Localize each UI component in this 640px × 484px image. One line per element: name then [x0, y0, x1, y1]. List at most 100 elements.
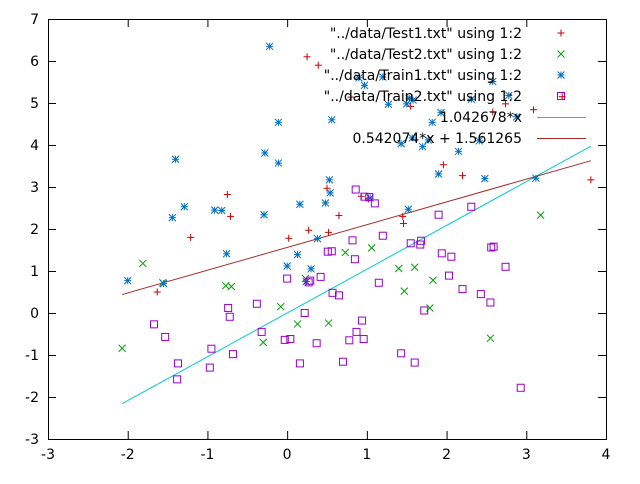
point-series-2	[283, 262, 291, 270]
point-series-2	[454, 147, 463, 156]
point-series-2	[424, 136, 433, 144]
point-series-1	[367, 244, 376, 252]
legend-label-0: "../data/Test1.txt" using 1:2	[330, 26, 522, 42]
point-series-3	[316, 272, 325, 281]
point-series-3	[161, 332, 170, 341]
point-series-0	[305, 226, 313, 234]
point-series-2	[168, 213, 177, 222]
point-series-2	[274, 159, 283, 167]
point-series-0	[223, 191, 231, 199]
point-series-3	[501, 262, 510, 271]
point-series-0	[439, 161, 447, 169]
y-tick-label: 5	[30, 96, 39, 112]
point-series-1	[536, 211, 545, 219]
point-series-0	[323, 184, 331, 192]
point-series-2	[326, 189, 335, 197]
point-series-3	[360, 192, 369, 201]
point-series-3	[334, 291, 343, 300]
point-series-3	[228, 350, 237, 359]
point-series-3	[444, 271, 453, 280]
y-tick-label: 6	[30, 54, 39, 70]
point-series-3	[252, 299, 261, 308]
point-series-1	[139, 259, 147, 268]
y-tick-label: 2	[30, 222, 39, 238]
point-series-3	[359, 335, 368, 344]
point-series-2	[293, 250, 302, 259]
point-series-3	[173, 375, 182, 384]
point-series-2	[467, 95, 476, 104]
point-series-3	[150, 320, 159, 329]
point-series-3	[304, 278, 313, 287]
point-series-3	[410, 358, 419, 367]
y-tick-label: -1	[25, 348, 39, 364]
point-series-2	[434, 170, 443, 178]
point-series-3	[434, 210, 443, 219]
x-tick-label: -1	[200, 447, 214, 463]
point-series-3	[370, 199, 379, 208]
point-series-3	[516, 383, 525, 392]
axis-ticks: -3 -2 -1 0 1 2 3 4 -3 -2 -1 0 1 2 3 4 5 6 7	[25, 12, 611, 463]
y-tick-label: 4	[30, 138, 39, 154]
x-tick-label: -2	[121, 447, 135, 463]
legend-label-5: 0.542074*x + 1.561265	[352, 131, 522, 147]
point-series-2	[378, 73, 387, 81]
point-series-3	[447, 252, 456, 261]
legend-swatch-0	[557, 29, 565, 37]
point-series-0	[407, 102, 415, 110]
x-tick-label: 2	[442, 447, 451, 463]
point-series-3	[486, 298, 495, 307]
point-series-0	[314, 61, 322, 69]
point-series-3	[365, 193, 374, 202]
point-series-2	[313, 234, 322, 243]
point-series-3	[328, 288, 337, 297]
point-series-3	[351, 185, 360, 194]
point-series-3	[306, 276, 315, 285]
legend-label-3: "../data/Train2.txt" using 1:2	[324, 89, 522, 105]
point-series-2	[428, 118, 437, 127]
point-series-3	[283, 274, 292, 283]
point-series-2	[418, 142, 427, 151]
point-series-0	[285, 234, 293, 242]
point-series-2	[180, 202, 189, 211]
point-series-1	[293, 320, 302, 328]
point-series-2	[355, 73, 363, 82]
point-series-2	[159, 279, 168, 288]
point-series-3	[352, 327, 361, 336]
point-series-2	[171, 155, 180, 164]
point-series-2	[437, 108, 445, 117]
point-series-3	[295, 359, 304, 368]
point-series-3	[300, 309, 309, 317]
point-series-0	[335, 212, 343, 220]
point-series-1	[118, 344, 126, 353]
point-series-0	[502, 100, 510, 108]
point-series-2	[475, 136, 484, 145]
point-series-3	[406, 239, 415, 248]
point-series-0	[459, 172, 467, 180]
point-series-3	[476, 290, 485, 299]
point-series-3	[257, 327, 266, 336]
point-series-1	[400, 287, 409, 296]
point-series-2	[409, 96, 417, 104]
x-tick-label: -3	[41, 447, 55, 463]
legend-label-4: 1.042678*x	[440, 110, 522, 126]
point-series-0	[303, 53, 311, 61]
point-series-3	[378, 231, 387, 240]
y-tick-label: 0	[30, 306, 39, 322]
point-series-3	[173, 359, 182, 368]
fit-line-4	[121, 145, 592, 405]
point-series-3	[420, 306, 429, 315]
point-series-0	[400, 220, 408, 228]
point-series-3	[437, 249, 446, 258]
point-series-0	[399, 212, 407, 220]
point-series-1	[410, 263, 419, 272]
point-series-2	[504, 91, 513, 100]
point-series-3	[487, 243, 496, 252]
legend-label-2: "../data/Train1.txt" using 1:2	[324, 68, 522, 84]
point-series-2	[512, 113, 521, 121]
y-tick-label: 7	[30, 12, 39, 28]
point-series-2	[397, 139, 405, 148]
point-series-2	[384, 100, 393, 109]
point-series-1	[324, 319, 333, 327]
